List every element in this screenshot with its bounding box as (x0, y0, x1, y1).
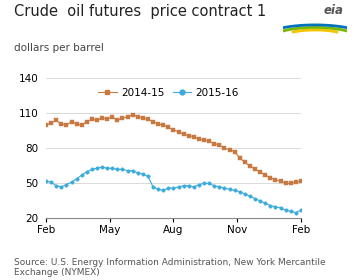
Legend: 2014-15, 2015-16: 2014-15, 2015-16 (94, 84, 243, 102)
Text: eia: eia (324, 4, 343, 17)
2014-15 (217, 143, 222, 147)
Line: 2015-16: 2015-16 (44, 165, 303, 214)
2015-16 (44, 179, 48, 183)
Text: dollars per barrel: dollars per barrel (14, 43, 104, 53)
2015-16 (131, 169, 135, 172)
2015-16 (294, 211, 298, 214)
Line: 2014-15: 2014-15 (44, 113, 303, 185)
2014-15 (294, 181, 298, 184)
2014-15 (284, 182, 288, 185)
2015-16 (299, 209, 303, 212)
2015-16 (233, 189, 237, 192)
2015-16 (100, 165, 104, 169)
2015-16 (105, 167, 109, 170)
Text: Source: U.S. Energy Information Administration, New York Mercantile
Exchange (NY: Source: U.S. Energy Information Administ… (14, 258, 326, 277)
Text: Crude  oil futures  price contract 1: Crude oil futures price contract 1 (14, 4, 267, 19)
2015-16 (289, 210, 293, 213)
2015-16 (217, 185, 222, 189)
2014-15 (100, 116, 104, 120)
2014-15 (120, 116, 125, 120)
2014-15 (44, 123, 48, 127)
2014-15 (125, 115, 130, 119)
2015-16 (125, 169, 130, 172)
2014-15 (131, 113, 135, 116)
2014-15 (299, 179, 303, 183)
2014-15 (233, 150, 237, 153)
